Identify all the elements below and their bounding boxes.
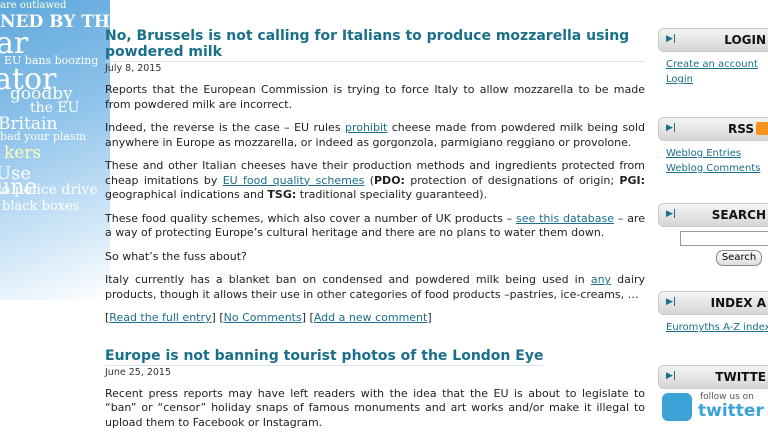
paragraph: Recent press reports may have left reade… [105,387,645,431]
banner-word: black boxes [2,199,80,214]
text: These food quality schemes, which also c… [105,211,516,225]
heading-text: INDEX A [710,296,766,310]
sidebar-links: Euromyths A-Z index [658,315,768,335]
banner-word: to police drive [0,182,98,198]
paragraph: [Read the full entry] [No Comments] [Add… [105,311,645,326]
banner-word: Use [0,163,32,184]
link[interactable]: see this database [516,211,615,225]
bold-text: TSG: [267,188,297,201]
banner-word: Britain [0,114,58,134]
badge-small: follow us on [700,392,754,402]
banner-word: ator [0,62,57,97]
bold-text: PDO: [374,173,405,187]
banner-word: EU bans boozing [4,54,99,67]
post-title[interactable]: Europe is not banning tourist photos of … [105,347,544,366]
link[interactable]: prohibit [344,121,388,134]
text: traditional speciality guaranteed). [296,188,488,201]
arrow-icon: ▶| [666,123,677,133]
text: cheese made from powdered milk being sol… [105,121,646,149]
sidebar-link[interactable]: Euromyths A-Z index [666,322,768,333]
rss-icon [756,122,768,135]
sidebar-links: Weblog Entries Weblog Comments [658,141,768,176]
post-date: June 25, 2015 [105,366,172,378]
sidebar-heading: ▶| RSS [658,117,768,141]
arrow-icon: ▶| [666,297,677,307]
sidebar-box: ▶| INDEX A Euromyths A-Z index [658,291,768,335]
bold-text: PGI: [619,173,645,187]
banner-word: une [0,175,38,200]
heading-text: RSS [728,122,754,136]
paragraph: These food quality schemes, which also c… [105,212,645,241]
banner-word: bad your plasm [0,130,87,143]
paragraph: These and other Italian cheeses have the… [105,159,645,203]
banner-word: NED BY THE EU! [0,12,110,32]
text: Recent press reports may have left reade… [105,386,645,429]
banner-word: the EU [30,100,80,116]
heading-text: LOGIN [724,33,766,47]
text: ] [427,311,432,324]
search-input[interactable] [680,231,768,246]
text: geographical indications and [105,188,268,201]
sidebar-box: ▶| LOGIN Create an account Login [658,28,768,87]
arrow-icon: ▶| [666,34,677,44]
post: No, Brussels is not calling for Italians… [105,28,645,326]
sidebar-heading: ▶| TWITTE [658,365,768,389]
sidebar-link[interactable]: Create an account [666,59,758,70]
text: ( [364,173,374,187]
arrow-icon: ▶| [666,209,677,219]
sidebar-box: ▶| RSS Weblog Entries Weblog Comments [658,117,768,176]
banner-word: goodby [10,84,73,104]
post-title[interactable]: No, Brussels is not calling for Italians… [105,28,645,62]
text: – are a way of protecting Europe’s cultu… [105,211,645,240]
badge-word: twitter [698,401,764,421]
sidebar-box: ▶| TWITTE follow us on twitter [658,365,768,423]
text: Reports that the European Commission is … [105,83,645,111]
heading-text: SEARCH [711,208,766,222]
link[interactable]: No Comments [223,311,302,324]
sidebar-link[interactable]: Weblog Entries [666,148,742,159]
banner-word: are outlawed [0,0,67,11]
text: ] [ [211,311,224,324]
text: Italy currently has a blanket ban on con… [105,273,591,286]
sidebar-heading: ▶| SEARCH [658,203,768,227]
text: Indeed, the reverse is the case – EU rul… [105,121,345,134]
paragraph: Indeed, the reverse is the case – EU rul… [105,121,645,150]
text: ] [ [301,311,314,324]
twitter-bird [662,393,692,421]
sidebar-heading: ▶| INDEX A [658,291,768,315]
link[interactable]: Read the full entry [109,311,212,324]
sidebar-box: ▶| SEARCH Search [658,203,768,266]
arrow-icon: ▶| [666,371,677,381]
link[interactable]: EU food quality schemes [222,173,365,187]
text: protection of designations of origin; [404,173,620,187]
search-button[interactable]: Search [716,250,762,266]
post: Europe is not banning tourist photos of … [105,348,645,431]
banner-word: ar [0,26,29,61]
sidebar-link[interactable]: Weblog Comments [666,163,761,174]
post-date: July 8, 2015 [105,63,162,74]
text: dairy products, though it allows their u… [105,273,645,301]
sidebar-heading: ▶| LOGIN [658,28,768,52]
paragraph: So what’s the fuss about? [105,250,645,265]
banner-word: kers [4,143,42,163]
text: So what’s the fuss about? [105,249,247,263]
link[interactable]: Add a new comment [313,311,428,324]
sidebar-link[interactable]: Login [666,74,693,85]
twitter-badge[interactable]: follow us on twitter [662,392,768,423]
heading-text: TWITTE [715,370,766,384]
text: These and other Italian cheeses have the… [105,159,645,187]
paragraph: Italy currently has a blanket ban on con… [105,273,645,302]
paragraph: Reports that the European Commission is … [105,83,645,112]
sidebar-links: Create an account Login [658,52,768,87]
link[interactable]: any [590,273,612,286]
main-column: No, Brussels is not calling for Italians… [105,28,645,432]
text: [ [105,311,110,324]
